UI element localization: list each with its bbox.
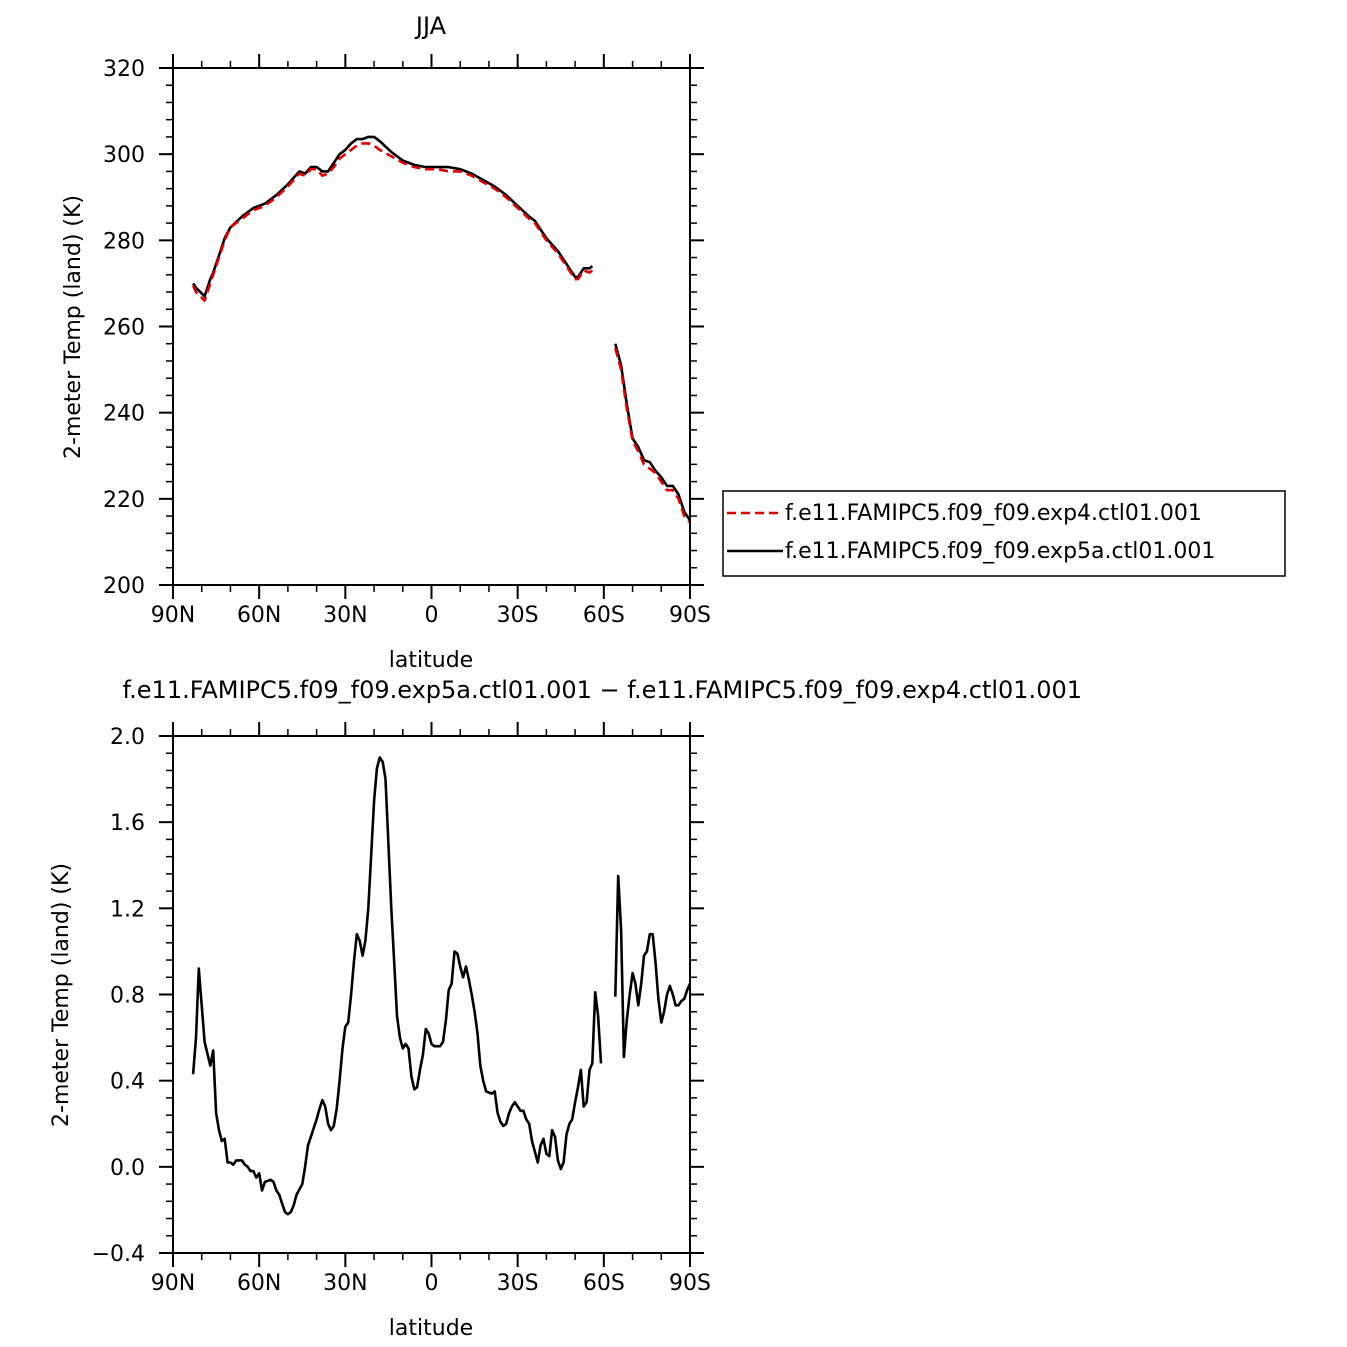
legend: f.e11.FAMIPC5.f09_f09.exp4.ctl01.001 f.e…: [722, 490, 1286, 577]
top-y-tick-label: 200: [103, 574, 145, 599]
top-x-axis-label: latitude: [389, 648, 473, 673]
legend-label-exp5a: f.e11.FAMIPC5.f09_f09.exp5a.ctl01.001: [785, 539, 1215, 564]
top-x-tick-label: 30N: [323, 603, 367, 628]
top-y-tick-label: 280: [103, 229, 145, 254]
top-series-0-line: [614, 347, 691, 524]
bottom-chart-title: f.e11.FAMIPC5.f09_f09.exp5a.ctl01.001 − …: [122, 676, 1082, 704]
top-x-tick-label: 60S: [583, 603, 625, 628]
bottom-plot-lines: [191, 756, 692, 1216]
bottom-series-0-line: [614, 874, 692, 1059]
bottom-x-tick-label: 60S: [583, 1271, 625, 1296]
bottom-plot-frame: [172, 735, 691, 1254]
bottom-x-tick-label: 0: [425, 1271, 439, 1296]
top-x-tick-label: 60N: [237, 603, 281, 628]
top-y-tick-label: 220: [103, 488, 145, 513]
bottom-x-tick-label: 30N: [323, 1271, 367, 1296]
top-series-1-line: [192, 135, 594, 298]
top-y-tick-label: 320: [103, 57, 145, 82]
bottom-x-tick-label: 90S: [669, 1271, 711, 1296]
top-y-tick-label: 240: [103, 402, 145, 427]
bottom-axis-ticks: 90N 60N 30N 0 30S 60S 90S −0.4 0.0 0.4 0.8 1.2 1.6 2.…: [92, 722, 711, 1296]
top-y-tick-label: 260: [103, 316, 145, 341]
top-x-tick-label: 90N: [151, 603, 195, 628]
top-series-0-line: [191, 142, 594, 302]
top-plot-lines: [191, 135, 692, 524]
bottom-y-tick-label: 1.2: [110, 897, 145, 922]
top-series-1-line: [614, 343, 692, 522]
top-x-tick-label: 0: [425, 603, 439, 628]
bottom-y-axis-label: 2-meter Temp (land) (K): [49, 863, 74, 1127]
bottom-panel: f.e11.FAMIPC5.f09_f09.exp5a.ctl01.001 − …: [49, 676, 1082, 1341]
bottom-y-tick-label: 2.0: [110, 725, 145, 750]
legend-label-exp4: f.e11.FAMIPC5.f09_f09.exp4.ctl01.001: [785, 501, 1202, 526]
bottom-y-tick-label: 0.0: [110, 1156, 145, 1181]
bottom-y-tick-label: 0.8: [110, 984, 145, 1009]
bottom-y-tick-label: 0.4: [110, 1070, 145, 1095]
bottom-y-tick-label: 1.6: [110, 811, 145, 836]
top-x-tick-label: 90S: [669, 603, 711, 628]
bottom-series-0-line: [191, 756, 603, 1216]
bottom-y-tick-label: −0.4: [92, 1242, 145, 1267]
top-y-axis-label: 2-meter Temp (land) (K): [61, 195, 86, 459]
bottom-x-tick-label: 60N: [237, 1271, 281, 1296]
bottom-x-tick-label: 90N: [151, 1271, 195, 1296]
top-axis-ticks: 90N 60N 30N 0 30S 60S 90S 200 220 240 260 280 300 320: [103, 54, 711, 628]
bottom-x-tick-label: 30S: [497, 1271, 539, 1296]
top-panel: JJA 90N 60N 30N 0 30S 60S 90S 200 220 240 260 280 30…: [61, 12, 711, 673]
top-x-tick-label: 30S: [497, 603, 539, 628]
top-y-tick-label: 300: [103, 143, 145, 168]
bottom-x-axis-label: latitude: [389, 1316, 473, 1341]
top-chart-title: JJA: [414, 12, 447, 40]
top-plot-frame: [172, 67, 691, 586]
legend-box: [722, 490, 1286, 577]
